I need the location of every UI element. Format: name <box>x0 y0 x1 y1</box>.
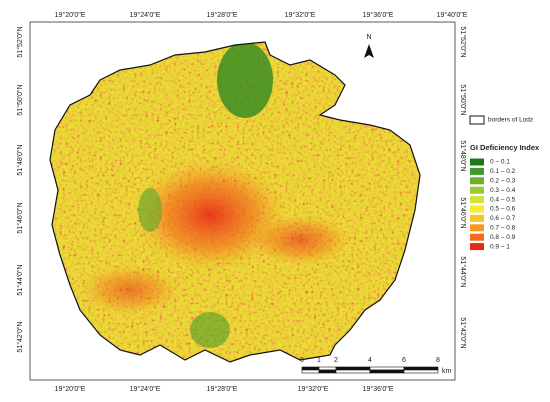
scale-segment <box>318 369 337 374</box>
legend-label: 0.5 – 0.6 <box>490 206 516 213</box>
border-label: borders of Lodz <box>488 117 533 124</box>
legend-swatch <box>470 167 484 175</box>
scale-segment <box>369 366 405 371</box>
right-coord-label: 51°50'0"N <box>459 84 467 115</box>
scale-label: 4 <box>368 357 372 364</box>
top-coord-label: 19°40'0"E <box>437 11 468 19</box>
index-raster <box>50 42 420 362</box>
left-coord-label: 51°52'0"N <box>16 26 24 57</box>
scale-segment <box>335 366 371 371</box>
scale-segment <box>318 366 337 371</box>
top-coord-label: 19°36'0"E <box>363 11 394 19</box>
legend-label: 0.4 – 0.5 <box>490 196 516 203</box>
scale-segment <box>335 369 371 374</box>
top-coord-label: 19°24'0"E <box>130 11 161 19</box>
legend-swatch <box>470 243 484 251</box>
border-swatch <box>469 115 485 125</box>
scale-label: 0 <box>300 357 304 364</box>
top-coord-label: 19°20'0"E <box>55 11 86 19</box>
legend-label: 0.2 – 0.3 <box>490 178 516 185</box>
legend-swatch <box>470 196 484 204</box>
legend-label: 0.7 – 0.8 <box>490 225 516 232</box>
legend-label: 0.3 – 0.4 <box>490 187 516 194</box>
north-arrow <box>364 44 374 58</box>
right-coord-label: 51°46'0"N <box>459 197 467 228</box>
left-coord-label: 51°48'0"N <box>16 144 24 175</box>
legend-swatch <box>470 205 484 213</box>
right-coord-label: 51°52'0"N <box>459 26 467 57</box>
bottom-coord-label: 19°28'0"E <box>207 385 238 393</box>
north-label: N <box>366 34 371 41</box>
legend-label: 0.6 – 0.7 <box>490 215 516 222</box>
legend-label: 0 – 0.1 <box>490 159 510 166</box>
scale-unit: km <box>442 368 452 375</box>
scale-label: 8 <box>436 357 440 364</box>
top-coord-label: 19°32'0"E <box>285 11 316 19</box>
bottom-coord-label: 19°36'0"E <box>363 385 394 393</box>
top-coord-label: 19°28'0"E <box>207 11 238 19</box>
legend-swatch <box>470 186 484 194</box>
bottom-coord-label: 19°24'0"E <box>130 385 161 393</box>
legend-swatch <box>470 214 484 222</box>
scale-segment <box>301 366 320 371</box>
scale-segment <box>403 366 439 371</box>
scale-label: 1 <box>317 357 321 364</box>
left-coord-label: 51°42'0"N <box>16 321 24 352</box>
left-coord-label: 51°44'0"N <box>16 264 24 295</box>
bottom-coord-label: 19°20'0"E <box>55 385 86 393</box>
legend-swatch <box>470 233 484 241</box>
right-coord-label: 51°44'0"N <box>459 256 467 287</box>
right-coord-label: 51°48'0"N <box>459 140 467 171</box>
legend-swatch <box>470 158 484 166</box>
legend-label: 0.8 – 0.9 <box>490 234 516 241</box>
right-coord-label: 51°42'0"N <box>459 317 467 348</box>
legend-title: GI Deficiency Index <box>470 143 540 152</box>
legend-label: 0.9 – 1 <box>490 243 510 250</box>
scale-label: 2 <box>334 357 338 364</box>
scale-segment <box>301 369 320 374</box>
scale-label: 6 <box>402 357 406 364</box>
scale-segment <box>403 369 439 374</box>
bottom-coord-label: 19°32'0"E <box>298 385 329 393</box>
scale-segment <box>369 369 405 374</box>
legend-swatch <box>470 224 484 232</box>
left-coord-label: 51°50'0"N <box>16 84 24 115</box>
legend-swatch <box>470 177 484 185</box>
legend-label: 0.1 – 0.2 <box>490 168 516 175</box>
left-coord-label: 51°46'0"N <box>16 202 24 233</box>
